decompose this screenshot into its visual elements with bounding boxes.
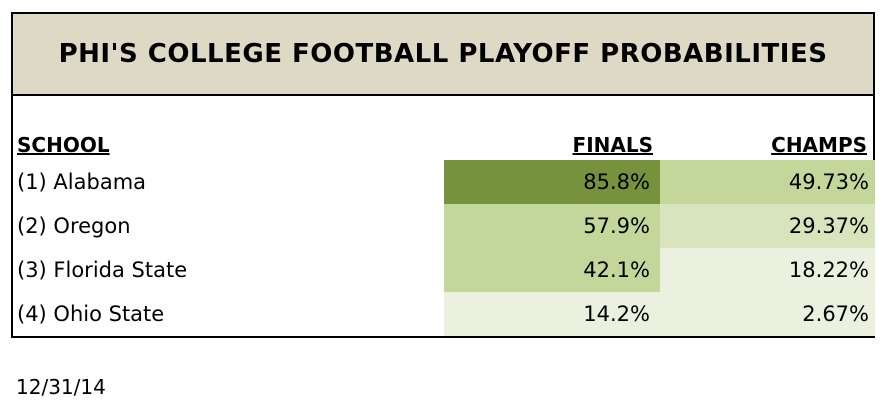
finals-cell: 14.2% — [444, 292, 660, 336]
finals-cell: 42.1% — [444, 248, 660, 292]
school-cell: (3) Florida State — [17, 258, 188, 282]
school-cell: (1) Alabama — [17, 170, 147, 194]
header-champs: CHAMPS — [771, 133, 867, 157]
title-bar: PHI'S COLLEGE FOOTBALL PLAYOFF PROBABILI… — [13, 14, 873, 96]
probability-table: PHI'S COLLEGE FOOTBALL PLAYOFF PROBABILI… — [11, 12, 875, 338]
date-label: 12/31/14 — [16, 375, 106, 399]
champs-cell: 29.37% — [660, 204, 875, 248]
finals-cell: 85.8% — [444, 160, 660, 204]
table-row: (1) Alabama 85.8% 49.73% — [13, 160, 875, 204]
header-finals: FINALS — [572, 133, 653, 157]
champs-cell: 18.22% — [660, 248, 875, 292]
table-row: (4) Ohio State 14.2% 2.67% — [13, 292, 875, 336]
school-cell: (4) Ohio State — [17, 302, 165, 326]
header-school: SCHOOL — [17, 133, 110, 157]
school-cell: (2) Oregon — [17, 214, 131, 238]
finals-cell: 57.9% — [444, 204, 660, 248]
table-row: (3) Florida State 42.1% 18.22% — [13, 248, 875, 292]
table-row: (2) Oregon 57.9% 29.37% — [13, 204, 875, 248]
champs-cell: 49.73% — [660, 160, 875, 204]
table-title: PHI'S COLLEGE FOOTBALL PLAYOFF PROBABILI… — [58, 39, 828, 69]
champs-cell: 2.67% — [660, 292, 875, 336]
